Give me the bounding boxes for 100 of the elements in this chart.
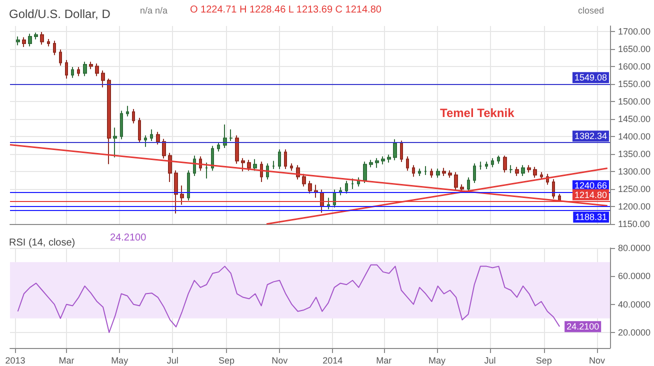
candlestick <box>217 142 220 152</box>
x-tick-label: Nov <box>588 356 606 366</box>
candlestick <box>89 61 93 70</box>
text: n/a n/a <box>140 6 168 16</box>
candlestick <box>101 70 105 88</box>
candlestick <box>40 31 44 46</box>
candlestick <box>34 32 38 40</box>
candlestick <box>120 110 123 140</box>
candlestick <box>59 48 62 66</box>
candlestick <box>113 127 117 158</box>
y-tick-label: 1450.00 <box>618 114 651 124</box>
x-tick-label: May <box>111 356 129 366</box>
candlestick <box>302 173 306 188</box>
candlestick <box>223 124 227 148</box>
candlestick <box>193 155 196 176</box>
y-tick-label: 1550.00 <box>618 78 651 89</box>
x-tick-label: 2013 <box>5 356 26 366</box>
candlestick <box>467 176 470 192</box>
candlestick <box>393 138 397 161</box>
candlestick <box>442 167 446 176</box>
candlestick <box>162 138 166 159</box>
candlestick <box>168 152 172 182</box>
y-tick-label: 80.0000 <box>618 243 651 253</box>
x-tick-label: Sep <box>536 356 552 366</box>
candlestick <box>107 78 111 165</box>
candlestick <box>180 184 184 206</box>
candlestick <box>235 134 239 164</box>
candlestick <box>497 155 500 164</box>
candlestick <box>473 162 476 184</box>
candlestick <box>132 108 135 124</box>
x-tick-label: Jul <box>484 356 496 366</box>
candlestick <box>503 155 507 173</box>
candlestick <box>327 197 330 210</box>
y-tick-label: 1400.00 <box>618 131 651 142</box>
candlestick <box>552 178 555 200</box>
candlestick <box>95 62 99 77</box>
chart-title: Gold/U.S. Dollar, D <box>9 7 111 21</box>
candlestick <box>406 156 409 172</box>
x-tick-label: Mar <box>376 356 392 366</box>
candlestick <box>412 164 415 178</box>
y-tick-label: 1300.00 <box>618 166 651 176</box>
candlestick <box>448 170 452 178</box>
text: closed <box>578 6 604 16</box>
ref-line-label: 1214.80 <box>574 190 607 200</box>
x-tick-label: Nov <box>272 356 288 366</box>
candlestick <box>527 164 531 173</box>
candlestick <box>83 61 87 77</box>
ref-line-label: 1549.08 <box>574 72 607 83</box>
candlestick <box>247 159 251 172</box>
candlestick <box>491 158 494 168</box>
candlestick <box>278 148 281 170</box>
candlestick <box>509 164 513 174</box>
candlestick <box>205 162 208 179</box>
text: 24.2100 <box>110 232 147 244</box>
candlestick <box>381 156 385 165</box>
chart-title: RSI (14, close) <box>9 238 76 248</box>
candlestick <box>253 158 257 172</box>
candlestick <box>272 160 275 170</box>
ref-line-label: 1240.66 <box>574 180 607 191</box>
x-tick-label: 2014 <box>322 356 343 366</box>
x-tick-label: Mar <box>58 356 74 366</box>
candlestick <box>65 59 68 80</box>
y-tick-label: 1250.00 <box>618 184 651 194</box>
candlestick <box>156 131 160 145</box>
candlestick <box>229 128 233 142</box>
y-tick-label: 1200.00 <box>618 201 651 212</box>
candlestick <box>16 36 20 46</box>
candlestick <box>314 184 318 198</box>
candlestick <box>144 134 147 148</box>
candlestick <box>284 148 287 170</box>
candlestick <box>387 154 391 164</box>
text: O 1224.71 H 1228.46 L 1213.69 C 1214.80 <box>190 4 382 16</box>
candlestick <box>424 166 427 176</box>
candlestick <box>71 66 74 78</box>
line-series <box>17 264 560 334</box>
candlestick <box>479 161 482 170</box>
candlestick <box>363 161 367 184</box>
candlestick <box>400 140 403 162</box>
candlestick <box>174 170 178 214</box>
candlestick <box>126 105 129 117</box>
ref-line-label: 1382.34 <box>574 131 607 142</box>
candlestick <box>339 186 342 196</box>
candlestick <box>485 161 488 170</box>
data-label: 24.2100 <box>566 322 600 332</box>
candlestick <box>515 166 519 176</box>
y-tick-label: 1650.00 <box>618 44 651 54</box>
candlestick <box>418 168 421 176</box>
y-tick-label: 1150.00 <box>618 219 650 229</box>
y-tick-label: 40.0000 <box>618 299 651 310</box>
candlestick <box>77 66 80 77</box>
candlestick <box>430 168 433 178</box>
candlestick <box>28 33 32 47</box>
x-tick-label: Sep <box>218 356 235 366</box>
candlestick <box>351 178 354 190</box>
candlestick <box>533 166 537 178</box>
candlestick <box>540 172 543 180</box>
candlestick <box>187 170 190 202</box>
annotation: Temel Teknik <box>440 106 515 120</box>
candlestick <box>290 162 293 172</box>
candlestick <box>375 158 379 168</box>
